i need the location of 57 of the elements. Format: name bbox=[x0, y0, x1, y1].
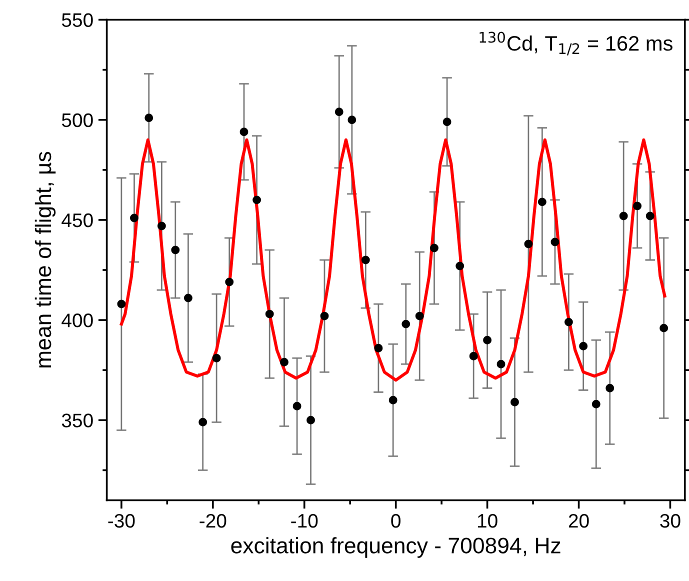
point bbox=[265, 310, 274, 318]
point bbox=[415, 312, 424, 320]
point bbox=[157, 222, 166, 230]
point bbox=[550, 238, 560, 246]
point bbox=[592, 400, 600, 408]
point bbox=[171, 246, 180, 254]
x-tick-label: -30 bbox=[108, 514, 135, 528]
point bbox=[252, 196, 262, 204]
point bbox=[292, 402, 302, 410]
point bbox=[579, 342, 588, 350]
x-tick-label: 10 bbox=[478, 514, 498, 528]
y-axis-title: mean time of flight, µs bbox=[34, 152, 56, 368]
y-tick-label: 400 bbox=[62, 314, 93, 328]
point bbox=[524, 240, 533, 248]
point bbox=[144, 114, 154, 122]
x-tick-label: 30 bbox=[660, 514, 680, 528]
line-series bbox=[120, 138, 666, 382]
point bbox=[606, 384, 614, 392]
point bbox=[646, 212, 654, 220]
point bbox=[348, 116, 356, 124]
point bbox=[198, 418, 208, 426]
point bbox=[619, 212, 628, 220]
point bbox=[212, 354, 221, 362]
point bbox=[633, 202, 642, 210]
point bbox=[306, 416, 316, 424]
y-tick-label: 550 bbox=[62, 13, 93, 27]
point bbox=[117, 300, 126, 308]
y-tick-label: 450 bbox=[62, 213, 93, 228]
point bbox=[320, 312, 329, 320]
point bbox=[388, 396, 398, 404]
point bbox=[240, 128, 248, 136]
point bbox=[510, 398, 519, 406]
point bbox=[538, 198, 546, 206]
y-tick-label: 500 bbox=[62, 113, 93, 128]
x-tick-label: 20 bbox=[568, 514, 589, 528]
point bbox=[660, 324, 668, 332]
point bbox=[361, 256, 370, 264]
point bbox=[402, 320, 410, 328]
point bbox=[334, 108, 344, 116]
point bbox=[430, 244, 438, 252]
y-tick-label: 350 bbox=[62, 414, 93, 428]
x-axis-title: excitation frequency - 700894, Hz bbox=[231, 537, 560, 558]
point bbox=[130, 214, 138, 222]
point bbox=[225, 278, 234, 286]
annotation: $^{130}$Cd, T$_{1/2}$ = 162 ms bbox=[480, 32, 672, 56]
x-tick-label: 0 bbox=[391, 514, 400, 528]
point bbox=[483, 336, 492, 344]
point bbox=[564, 318, 573, 326]
point bbox=[184, 294, 192, 302]
point bbox=[469, 352, 478, 360]
x-tick-label: -10 bbox=[291, 514, 318, 528]
point bbox=[442, 118, 452, 126]
point bbox=[456, 262, 464, 270]
point bbox=[374, 344, 383, 352]
point bbox=[280, 358, 288, 366]
x-tick-label: -20 bbox=[200, 514, 226, 528]
point bbox=[496, 360, 506, 368]
